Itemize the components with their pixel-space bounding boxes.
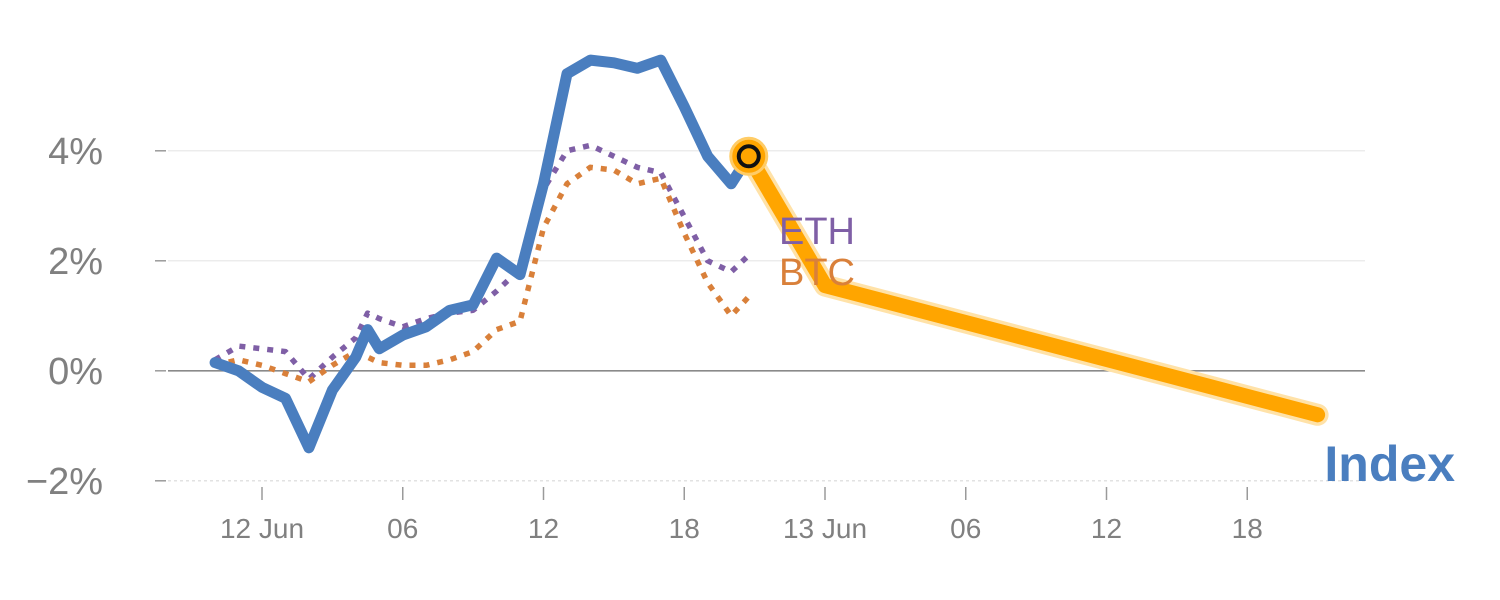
y-axis-ticks: −2% 0% 2% 4%: [26, 131, 166, 503]
current-point-marker: [736, 144, 761, 169]
y-tick-label: −2%: [26, 461, 103, 503]
btc-series-line: [214, 164, 751, 385]
y-tick-label: 0%: [48, 351, 103, 393]
eth-series-label: ETH: [779, 211, 855, 253]
index-series-line: [209, 54, 755, 454]
x-tick-label: 06: [387, 513, 418, 544]
x-tick-label: 18: [1232, 513, 1263, 544]
forecast-line: [741, 148, 1326, 423]
x-tick-label: 12: [1091, 513, 1122, 544]
y-tick-label: 4%: [48, 131, 103, 173]
x-axis-ticks: 12 Jun 06 12 18 13 Jun 06 12 18: [220, 487, 1263, 544]
series-lines: [209, 54, 1329, 454]
btc-series-label: BTC: [779, 252, 855, 294]
x-tick-label: 13 Jun: [783, 513, 867, 544]
x-tick-label: 12 Jun: [220, 513, 304, 544]
x-tick-label: 12: [528, 513, 559, 544]
x-tick-label: 06: [950, 513, 981, 544]
series-labels: ETH BTC Index: [779, 211, 1455, 492]
y-tick-label: 2%: [48, 241, 103, 283]
current-point-marker-group: [729, 136, 769, 176]
x-tick-label: 18: [669, 513, 700, 544]
index-series-label: Index: [1324, 436, 1455, 492]
eth-series-line: [213, 142, 751, 382]
